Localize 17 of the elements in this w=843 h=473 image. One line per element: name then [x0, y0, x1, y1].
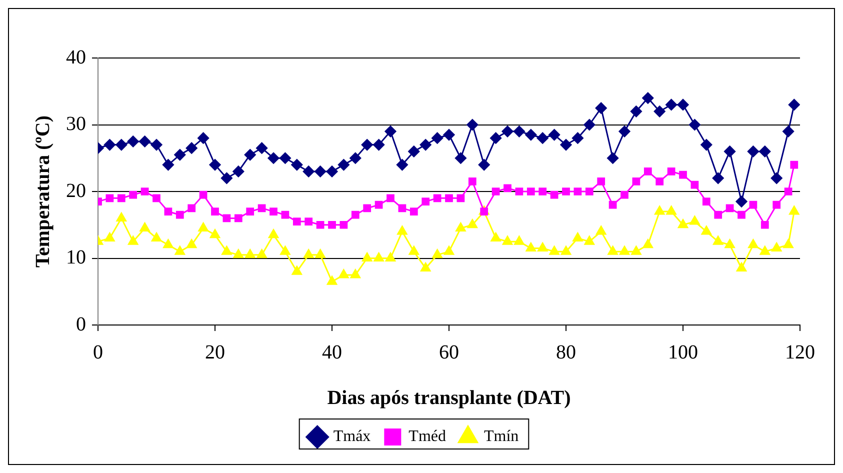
- x-tick-label: 80: [556, 341, 576, 364]
- y-tick-label: 20: [66, 180, 86, 202]
- legend-label: Tméd: [408, 428, 446, 446]
- y-tick-label: 10: [66, 246, 86, 268]
- x-tick-label: 120: [785, 341, 815, 364]
- x-tick-label: 40: [322, 341, 342, 364]
- x-tick-label: 20: [205, 341, 225, 364]
- y-axis-title: Temperatura (ºC): [32, 116, 54, 268]
- x-tick-label: 0: [93, 341, 103, 364]
- legend-label: Tmáx: [333, 428, 371, 446]
- legend-label: Tmín: [484, 428, 519, 446]
- x-tick-label: 100: [668, 341, 698, 364]
- x-axis-title: Dias após transplante (DAT): [327, 387, 571, 410]
- y-tick-label: 40: [66, 46, 86, 68]
- y-tick-label: 0: [76, 313, 86, 336]
- y-tick-label: 30: [66, 113, 86, 135]
- x-tick-label: 60: [439, 341, 459, 364]
